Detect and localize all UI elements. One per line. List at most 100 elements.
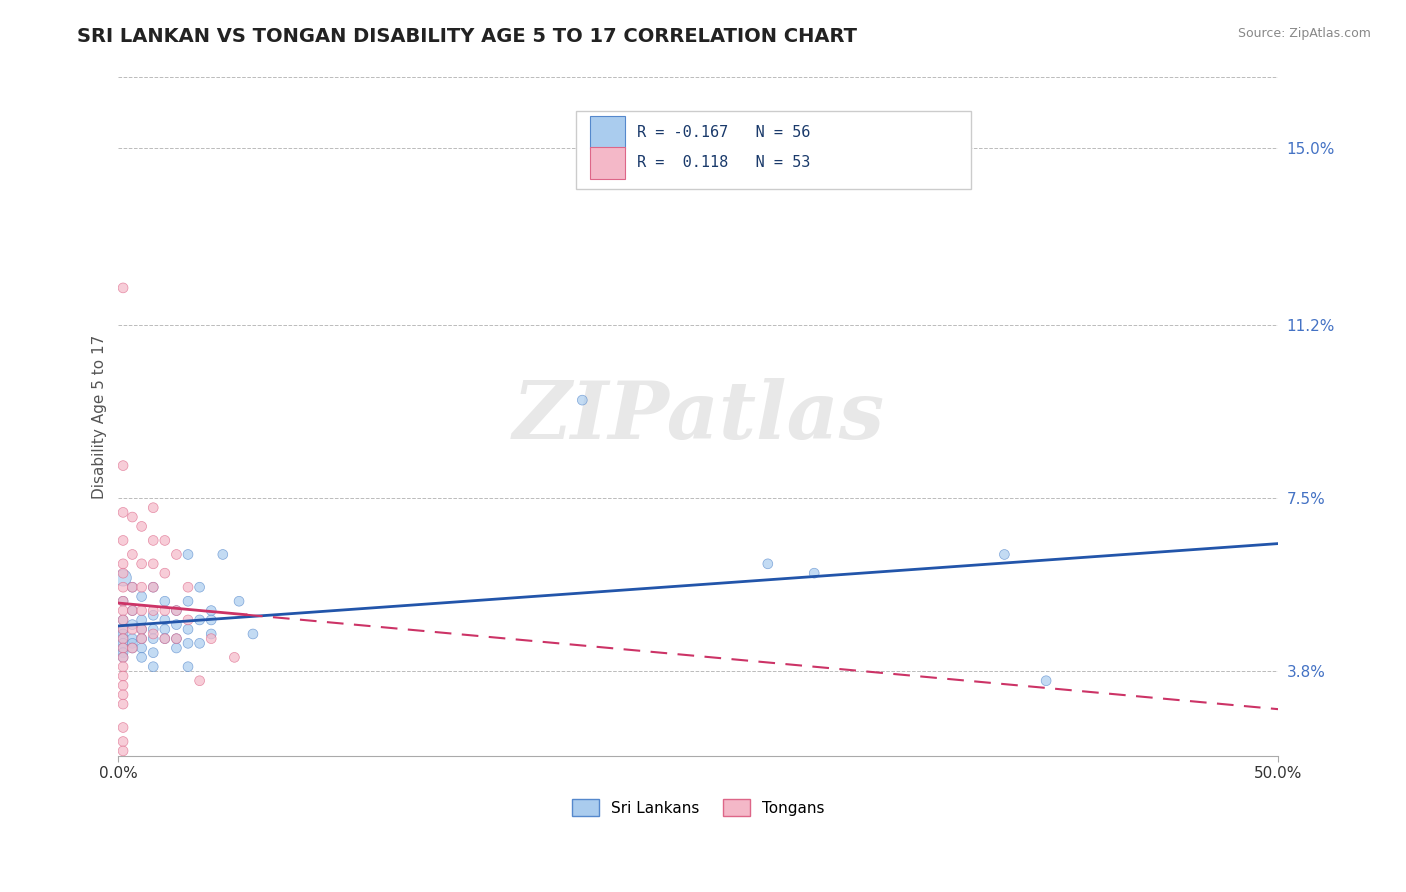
Point [131,632,153,646]
Point [112,678,135,692]
Point [153,566,176,581]
Point [112,571,135,585]
Point [131,613,153,627]
Point [112,281,135,295]
Point [121,622,143,636]
Point [803,566,825,581]
Text: ZIPatlas: ZIPatlas [512,377,884,455]
Point [188,673,211,688]
Point [112,594,135,608]
Point [131,640,153,655]
Point [200,613,222,627]
Text: R = -0.167   N = 56: R = -0.167 N = 56 [637,125,810,140]
Point [1035,673,1057,688]
Point [142,659,165,673]
Point [131,580,153,594]
Point [112,632,135,646]
Point [112,632,135,646]
Point [112,566,135,581]
Point [121,617,143,632]
Point [112,458,135,473]
Point [121,604,143,618]
Point [177,622,200,636]
Point [112,594,135,608]
Point [142,632,165,646]
Point [177,636,200,650]
FancyBboxPatch shape [591,116,626,149]
Point [121,548,143,562]
Point [153,533,176,548]
Point [112,627,135,641]
Point [142,557,165,571]
Y-axis label: Disability Age 5 to 17: Disability Age 5 to 17 [93,334,107,499]
Point [121,510,143,524]
Point [131,604,153,618]
Point [112,636,135,650]
Point [153,594,176,608]
Point [112,650,135,665]
Point [177,580,200,594]
Point [121,640,143,655]
Legend: Sri Lankans, Tongans: Sri Lankans, Tongans [565,793,831,822]
Point [188,636,211,650]
Point [112,604,135,618]
Point [165,548,187,562]
Point [142,500,165,515]
Point [142,533,165,548]
Point [993,548,1015,562]
Point [112,557,135,571]
Point [142,627,165,641]
Point [228,594,250,608]
Point [211,548,233,562]
Point [165,617,187,632]
Point [165,604,187,618]
Text: SRI LANKAN VS TONGAN DISABILITY AGE 5 TO 17 CORRELATION CHART: SRI LANKAN VS TONGAN DISABILITY AGE 5 TO… [77,27,858,45]
Point [112,659,135,673]
Point [131,632,153,646]
Point [142,608,165,623]
Point [142,646,165,660]
Point [131,590,153,604]
Text: R =  0.118   N = 53: R = 0.118 N = 53 [637,155,810,170]
Point [112,697,135,711]
Point [177,594,200,608]
Point [131,622,153,636]
Point [177,548,200,562]
Point [142,604,165,618]
Point [112,613,135,627]
Point [200,604,222,618]
Point [112,640,135,655]
Point [153,622,176,636]
Point [165,604,187,618]
Point [571,393,593,408]
Point [112,650,135,665]
Point [131,519,153,533]
Point [153,604,176,618]
Point [112,505,135,519]
Point [121,580,143,594]
Point [142,580,165,594]
Point [112,734,135,748]
Point [165,632,187,646]
Point [188,613,211,627]
Point [112,688,135,702]
Point [121,640,143,655]
Point [131,557,153,571]
Point [112,622,135,636]
Point [112,669,135,683]
Point [224,650,246,665]
Point [142,622,165,636]
FancyBboxPatch shape [576,112,970,189]
Point [142,580,165,594]
Point [153,613,176,627]
Point [121,580,143,594]
Point [165,640,187,655]
Point [131,650,153,665]
Point [121,604,143,618]
Point [112,580,135,594]
Point [112,646,135,660]
Point [131,622,153,636]
Point [242,627,264,641]
Point [121,636,143,650]
Point [200,627,222,641]
